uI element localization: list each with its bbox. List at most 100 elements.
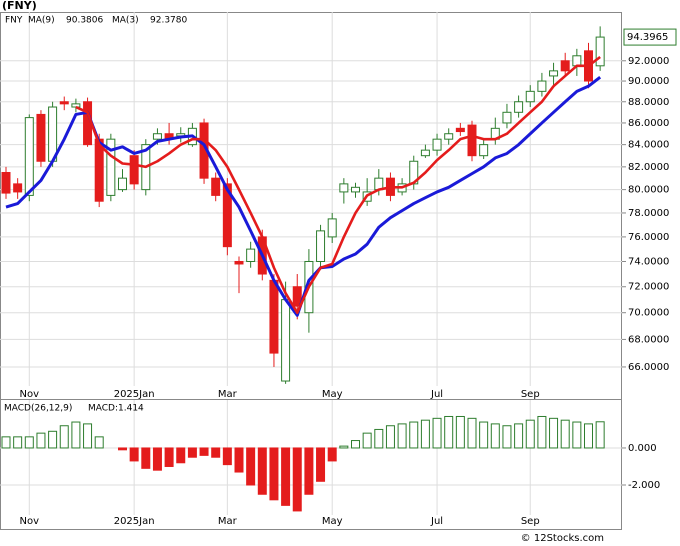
macd-bar bbox=[118, 447, 127, 451]
macd-bar bbox=[339, 445, 349, 449]
footer: © 12Stocks.com bbox=[521, 533, 604, 544]
y-tick-label: -2.000 bbox=[628, 480, 660, 491]
macd-bar bbox=[385, 425, 395, 449]
candle-body bbox=[432, 138, 442, 151]
candle-body bbox=[211, 177, 221, 196]
legend-value: MACD:1.414 bbox=[88, 404, 144, 414]
y-tick-label: 84.0000 bbox=[628, 140, 669, 151]
candle-body bbox=[71, 103, 81, 108]
y-tick-label: 92.0000 bbox=[628, 56, 669, 67]
macd-bar bbox=[537, 415, 547, 449]
candle-body bbox=[502, 111, 512, 124]
x-tick-label: Nov bbox=[20, 516, 40, 527]
macd-bar bbox=[316, 447, 326, 482]
macd-bar bbox=[94, 436, 104, 449]
macd-bar bbox=[409, 421, 419, 449]
candle-body bbox=[129, 155, 139, 185]
y-tick-label: 74.0000 bbox=[628, 256, 669, 267]
macd-bar bbox=[304, 447, 314, 495]
macd-bar bbox=[549, 417, 559, 449]
y-tick-label: 90.0000 bbox=[628, 76, 669, 87]
x-tick-label: Sep bbox=[521, 389, 540, 400]
y-tick-label: 88.0000 bbox=[628, 97, 669, 108]
macd-bar bbox=[71, 421, 81, 449]
candle-body bbox=[525, 90, 535, 103]
macd-bar bbox=[444, 415, 454, 449]
y-tick-label: 82.0000 bbox=[628, 162, 669, 173]
candle-body bbox=[234, 260, 244, 265]
macd-bar bbox=[222, 447, 232, 466]
macd-bar bbox=[246, 447, 256, 486]
candle-body bbox=[339, 183, 349, 193]
macd-bar bbox=[455, 415, 465, 449]
candle-body bbox=[479, 144, 489, 157]
macd-bar bbox=[432, 417, 442, 449]
last-price-box bbox=[623, 28, 677, 46]
macd-bar bbox=[584, 423, 593, 449]
y-tick-label: 76.0000 bbox=[628, 232, 669, 243]
macd-bar bbox=[176, 447, 186, 464]
candle-body bbox=[59, 101, 69, 105]
candle-body bbox=[316, 230, 326, 262]
macd-bar bbox=[467, 417, 477, 449]
legend-value: 90.3806 bbox=[66, 16, 103, 26]
macd-bar bbox=[397, 423, 407, 449]
macd-bar bbox=[327, 447, 337, 462]
macd-bar bbox=[234, 447, 244, 473]
x-tick-label: 2025Jan bbox=[114, 516, 155, 527]
macd-bar bbox=[187, 447, 197, 458]
macd-bar bbox=[257, 447, 267, 495]
macd-bar bbox=[129, 447, 139, 462]
candle-body bbox=[292, 286, 302, 307]
legend-name: MACD(26,12,9) bbox=[4, 404, 72, 414]
candle-body bbox=[222, 183, 232, 248]
macd-bar bbox=[514, 423, 524, 449]
y-tick-label: 68.0000 bbox=[628, 334, 669, 345]
macd-bar bbox=[36, 432, 46, 449]
candle-body bbox=[269, 279, 279, 354]
x-tick-label: Jul bbox=[430, 389, 443, 400]
macd-bar bbox=[502, 425, 512, 449]
y-tick-label: 66.0000 bbox=[628, 362, 669, 373]
legend-value: 92.3780 bbox=[150, 16, 187, 26]
x-tick-label: May bbox=[322, 516, 343, 527]
x-tick-label: 2025Jan bbox=[114, 389, 155, 400]
y-tick-label: 78.0000 bbox=[628, 208, 669, 219]
candle-body bbox=[106, 138, 116, 196]
y-tick-label: 86.0000 bbox=[628, 118, 669, 129]
chart-title: (FNY) bbox=[2, 0, 37, 12]
macd-bar bbox=[362, 432, 372, 449]
candle-body bbox=[444, 133, 454, 140]
x-tick-label: Nov bbox=[20, 389, 40, 400]
macd-bar bbox=[152, 447, 162, 471]
macd-bar bbox=[199, 447, 209, 456]
macd-bar bbox=[13, 436, 23, 449]
candle-body bbox=[537, 80, 547, 92]
candle-body bbox=[455, 127, 465, 133]
x-tick-label: Jul bbox=[430, 516, 443, 527]
macd-bar bbox=[490, 423, 500, 449]
last-price: 94.3965 bbox=[627, 32, 668, 43]
x-tick-label: May bbox=[322, 389, 343, 400]
macd-bar bbox=[351, 440, 360, 449]
candle-body bbox=[13, 183, 23, 193]
macd-bar bbox=[595, 421, 605, 449]
candle-body bbox=[1, 171, 11, 194]
macd-bar bbox=[211, 447, 221, 458]
x-tick-label: Sep bbox=[521, 516, 540, 527]
price-panel bbox=[0, 12, 622, 400]
candle-body bbox=[549, 70, 559, 77]
x-tick-label: Mar bbox=[218, 516, 238, 527]
macd-bar bbox=[572, 421, 582, 449]
candle-body bbox=[560, 60, 570, 72]
y-tick-label: 70.0000 bbox=[628, 308, 669, 319]
macd-bar bbox=[281, 447, 291, 506]
candle-body bbox=[595, 36, 605, 67]
macd-bar bbox=[59, 425, 69, 449]
candle-body bbox=[281, 299, 291, 382]
y-tick-label: 80.0000 bbox=[628, 185, 669, 196]
candle-body bbox=[118, 177, 127, 191]
x-tick-label: Mar bbox=[218, 389, 238, 400]
macd-bar bbox=[141, 447, 151, 469]
